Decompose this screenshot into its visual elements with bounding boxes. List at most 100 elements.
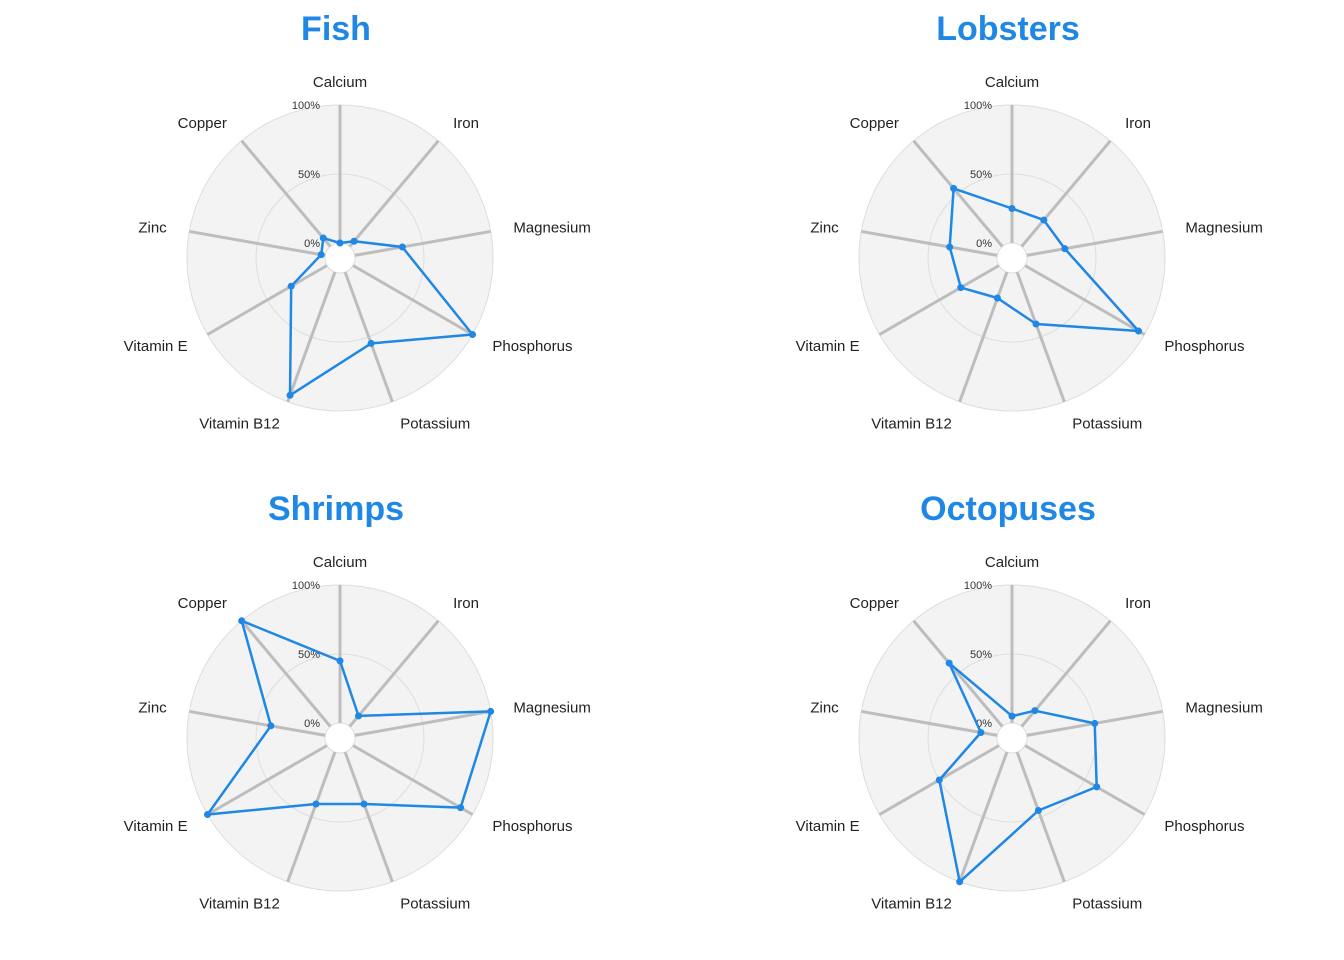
data-point	[950, 184, 958, 192]
data-point	[945, 659, 953, 667]
radar-panel-octopuses: Octopuses 0% 50% 100% Calcium Iron Magnesium P…	[672, 480, 1344, 960]
radar-chart: 0% 50% 100% Calcium Iron Magnesium Phosphorus P…	[796, 74, 1263, 432]
tick-label: 100%	[964, 580, 992, 592]
axis-label: Zinc	[810, 699, 839, 716]
data-point	[469, 331, 477, 338]
axis-label: Iron	[453, 595, 479, 612]
chart-title: Octopuses	[920, 490, 1096, 528]
data-point	[1040, 216, 1048, 224]
radar-spoke	[343, 751, 394, 883]
tick-label: 50%	[298, 649, 320, 661]
data-point	[336, 239, 344, 247]
axis-label: Zinc	[810, 219, 839, 236]
radar-spoke	[861, 229, 998, 257]
data-point	[1008, 712, 1016, 720]
radar-spoke	[354, 229, 491, 257]
axis-label: Zinc	[138, 219, 167, 236]
axis-label: Magnesium	[513, 699, 591, 716]
data-point	[946, 243, 954, 251]
data-point	[1061, 245, 1069, 253]
axis-label: Magnesium	[1185, 219, 1263, 236]
axis-label: Phosphorus	[492, 338, 572, 355]
data-point	[1031, 707, 1039, 715]
radar-spoke	[240, 139, 332, 248]
radar-panel-fish: Fish 0% 50% 100% Calcium Iron Magnesium Phosph…	[0, 0, 672, 480]
radar-spoke	[1020, 139, 1112, 248]
data-point	[1032, 320, 1040, 328]
data-point	[312, 800, 320, 808]
series-line	[938, 661, 1098, 884]
radar-spoke	[912, 619, 1004, 728]
axis-label: Calcium	[985, 554, 1039, 571]
radar-chart: 0% 50% 100% Calcium Iron Magnesium Phosphorus P…	[796, 554, 1263, 912]
data-point	[977, 729, 985, 737]
axis-label: Magnesium	[513, 219, 591, 236]
data-point	[267, 722, 275, 730]
radar-spoke	[1015, 271, 1066, 403]
radar-center	[324, 242, 356, 274]
radar-spoke	[958, 271, 1009, 403]
data-point	[355, 712, 363, 720]
axis-label: Potassium	[400, 415, 470, 432]
axis-label: Magnesium	[1185, 699, 1263, 716]
radar-spoke	[958, 751, 1009, 883]
radar-spoke	[352, 744, 474, 816]
axis-label: Vitamin E	[796, 818, 860, 835]
radar-spoke	[348, 619, 440, 728]
axis-label: Iron	[1125, 595, 1151, 612]
radar-spoke	[354, 709, 491, 737]
chart-title: Shrimps	[267, 490, 405, 528]
tick-label: 0%	[304, 238, 320, 250]
data-point	[287, 282, 295, 290]
axis-label: Iron	[453, 115, 479, 132]
axis-label: Phosphorus	[492, 818, 572, 835]
data-point	[238, 617, 246, 625]
axis-label: Copper	[178, 595, 227, 612]
radar-spoke	[861, 709, 998, 737]
radar-center	[996, 242, 1028, 274]
data-point	[1093, 783, 1101, 791]
radar-spoke	[189, 709, 326, 737]
data-point	[457, 804, 465, 812]
data-point	[319, 234, 327, 242]
axis-label: Potassium	[400, 895, 470, 912]
tick-label: 50%	[970, 649, 992, 661]
data-point	[993, 294, 1001, 302]
axis-label: Vitamin B12	[871, 895, 952, 912]
axis-label: Phosphorus	[1164, 338, 1244, 355]
data-point	[935, 776, 943, 784]
axis-label: Vitamin B12	[871, 415, 952, 432]
data-point	[367, 339, 375, 347]
radar-panel-shrimps: Shrimps 0% 50% 100% Calcium Iron Magnesium Pho…	[0, 480, 672, 960]
data-point	[1008, 205, 1016, 212]
radar-spoke	[206, 744, 328, 816]
axis-label: Potassium	[1072, 895, 1142, 912]
axis-label: Zinc	[138, 699, 167, 716]
tick-label: 0%	[304, 718, 320, 730]
data-point	[317, 251, 325, 259]
radar-center	[996, 722, 1028, 754]
data-point	[350, 237, 358, 245]
data-point	[286, 391, 294, 399]
data-point	[360, 800, 368, 808]
axis-label: Phosphorus	[1164, 818, 1244, 835]
axis-label: Copper	[850, 595, 899, 612]
radar-spoke	[912, 139, 1004, 248]
axis-label: Iron	[1125, 115, 1151, 132]
series-line	[206, 619, 492, 816]
axis-label: Vitamin B12	[199, 895, 280, 912]
data-point	[398, 243, 406, 251]
radar-spoke	[189, 229, 326, 257]
data-point	[1135, 327, 1143, 335]
radar-center	[324, 722, 356, 754]
data-point	[956, 878, 964, 886]
axis-label: Vitamin B12	[199, 415, 280, 432]
radar-spoke	[240, 619, 332, 728]
axis-label: Vitamin E	[796, 338, 860, 355]
data-point	[1091, 719, 1099, 727]
radar-spoke	[286, 271, 337, 403]
radar-spoke	[1026, 229, 1163, 257]
radar-spoke	[1024, 744, 1146, 816]
tick-label: 50%	[970, 169, 992, 181]
axis-label: Vitamin E	[124, 338, 188, 355]
